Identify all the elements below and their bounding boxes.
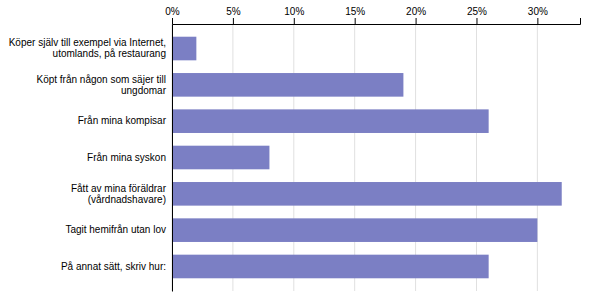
bar [172, 73, 403, 97]
value-axis: 0% 5% 10% 15% 20% 25% 30% [165, 6, 580, 25]
value-axis-line [173, 18, 581, 25]
chart-container: 0% 5% 10% 15% 20% 25% 30% Köper själv till exem… [0, 0, 600, 299]
bar [172, 109, 489, 133]
value-tick-label: 25% [467, 6, 487, 17]
value-tick-mark [416, 18, 417, 24]
value-tick-mark [233, 18, 234, 24]
category-label-line: Fått av mina föräldrar [71, 183, 167, 194]
value-tick: 10% [284, 6, 304, 24]
grid-line [415, 24, 416, 291]
value-tick-mark [537, 18, 538, 24]
value-tick: 5% [226, 6, 241, 24]
value-tick-mark [172, 18, 173, 24]
grid-line [172, 24, 173, 291]
bar [172, 146, 269, 170]
value-tick-label: 15% [345, 6, 365, 17]
category-label: Från mina kompisar [78, 115, 167, 126]
chart-svg: 0% 5% 10% 15% 20% 25% 30% Köper själv till exem… [0, 0, 600, 299]
category-axis-line [172, 25, 173, 292]
category-tick: Köpt från någon som säjer tillungdomar [36, 74, 166, 96]
category-label-line: utomlands, på restaurang [53, 48, 166, 59]
category-label: Tagit hemifrån utan lov [65, 224, 166, 235]
category-tick: Från mina syskon [87, 152, 166, 163]
bar [172, 182, 562, 206]
category-tick: Köper själv till exempel via Internet,ut… [9, 37, 166, 59]
grid-line [476, 24, 477, 291]
category-label: Från mina syskon [87, 152, 166, 163]
value-tick-mark [355, 18, 356, 24]
category-label-line: Tagit hemifrån utan lov [65, 224, 166, 235]
bars [172, 37, 562, 279]
category-label-line: På annat sätt, skriv hur: [61, 261, 166, 272]
bar [172, 37, 196, 61]
value-tick: 30% [528, 6, 548, 24]
category-label-line: ungdomar [121, 85, 167, 96]
value-tick-label: 0% [165, 6, 180, 17]
category-label: På annat sätt, skriv hur: [61, 261, 166, 272]
category-label-line: Från mina kompisar [78, 115, 167, 126]
grid-line [537, 24, 538, 291]
category-label-line: Köper själv till exempel via Internet, [9, 37, 166, 48]
category-label-line: Köpt från någon som säjer till [36, 74, 166, 85]
bar [172, 255, 489, 279]
value-tick: 20% [406, 6, 426, 24]
grid [172, 24, 537, 291]
bar [172, 218, 537, 242]
category-tick: På annat sätt, skriv hur: [61, 261, 166, 272]
value-tick-mark [294, 18, 295, 24]
category-tick: Från mina kompisar [78, 115, 167, 126]
grid-line [293, 24, 294, 291]
value-tick-label: 10% [284, 6, 304, 17]
value-tick: 25% [467, 6, 487, 24]
category-tick: Fått av mina föräldrar(vårdnadshavare) [71, 183, 167, 205]
value-tick: 0% [165, 6, 180, 24]
category-label: Köpt från någon som säjer tillungdomar [36, 74, 166, 96]
value-tick-label: 30% [528, 6, 548, 17]
value-tick-label: 5% [226, 6, 241, 17]
value-tick-label: 20% [406, 6, 426, 17]
category-label: Fått av mina föräldrar(vårdnadshavare) [71, 183, 167, 205]
value-tick-mark [476, 18, 477, 24]
category-tick: Tagit hemifrån utan lov [65, 224, 166, 235]
category-label-line: Från mina syskon [87, 152, 166, 163]
grid-line [354, 24, 355, 291]
category-label-line: (vårdnadshavare) [88, 194, 166, 205]
value-tick: 15% [345, 6, 365, 24]
plot: 0% 5% 10% 15% 20% 25% 30% Köper själv till exem… [9, 6, 581, 292]
category-axis: Köper själv till exempel via Internet,ut… [9, 25, 173, 292]
category-label: Köper själv till exempel via Internet,ut… [9, 37, 166, 59]
